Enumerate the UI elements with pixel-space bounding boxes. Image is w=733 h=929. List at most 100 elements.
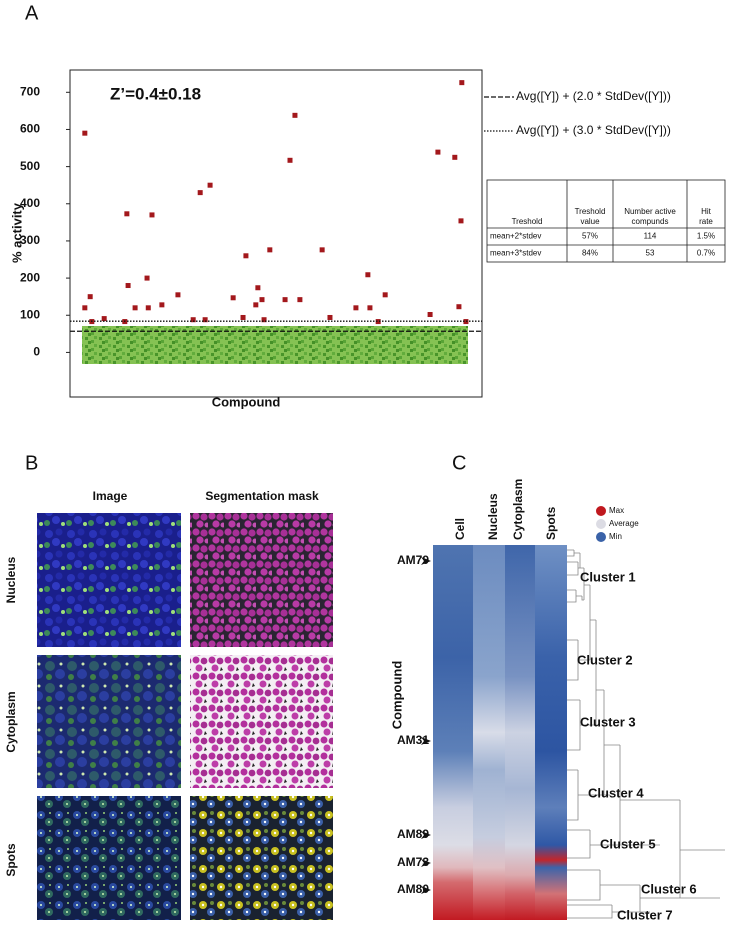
- table-border: [486, 179, 726, 263]
- hit-point: [459, 80, 465, 86]
- legend-label: Average: [609, 519, 639, 528]
- heatmap-column: [433, 545, 473, 920]
- arrow: [421, 557, 431, 565]
- table-header: Number active compunds: [624, 207, 676, 226]
- table-header: Treshold: [512, 217, 543, 226]
- cluster-label: Cluster 3: [580, 714, 636, 729]
- hit-point: [452, 154, 458, 160]
- legend-label: Min: [609, 532, 622, 541]
- y-tick-label: 100: [20, 307, 40, 321]
- hit-point: [267, 247, 273, 253]
- column-header: Cytoplasm: [511, 479, 525, 540]
- y-axis-label: % activity: [9, 202, 24, 263]
- plot-frame: [69, 69, 483, 398]
- hit-point: [375, 319, 381, 325]
- column-header: Spots: [544, 506, 558, 540]
- hit-point: [353, 305, 359, 311]
- table-cell: 53: [646, 249, 655, 258]
- y-tick-label: 600: [20, 122, 40, 136]
- hit-point: [230, 295, 236, 301]
- table-cell: 114: [644, 232, 657, 241]
- hit-point: [463, 319, 469, 325]
- hit-point: [456, 304, 462, 310]
- cluster-label: Cluster 6: [641, 881, 697, 896]
- hit-point: [319, 247, 325, 253]
- hit-point: [287, 157, 293, 163]
- y-tick-label: 0: [33, 345, 40, 359]
- hit-point: [427, 312, 433, 318]
- cluster-labels: Cluster 1 Cluster 2 Cluster 3 Cluster 4 Clus…: [577, 569, 697, 922]
- hit-point: [124, 211, 130, 217]
- micrograph: [37, 796, 181, 920]
- hit-point: [207, 182, 213, 188]
- hit-point: [190, 317, 196, 323]
- y-tick-label: 400: [20, 196, 40, 210]
- heatmap-column: [535, 545, 567, 920]
- arrow: [421, 737, 431, 745]
- hit-point: [87, 294, 93, 300]
- cluster-label: Cluster 4: [588, 785, 644, 800]
- hit-point: [82, 305, 88, 311]
- hit-point: [132, 305, 138, 311]
- compound-label: AM73: [397, 855, 429, 869]
- micrograph: [37, 513, 181, 647]
- row-header: Cytoplasm: [4, 691, 18, 752]
- dendrogram: [567, 549, 725, 919]
- segmentation-mask: [190, 655, 333, 788]
- panel-label: A: [25, 2, 39, 24]
- compound-label: AM89: [397, 827, 429, 841]
- hit-point: [367, 305, 373, 311]
- panel-label: C: [452, 452, 466, 474]
- row-header: Spots: [4, 843, 18, 877]
- hit-point: [240, 314, 246, 320]
- hit-point: [253, 302, 259, 308]
- row-header: Nucleus: [4, 556, 18, 603]
- hit-point: [202, 317, 208, 323]
- x-axis-label: Compound: [212, 394, 281, 409]
- hit-point: [435, 149, 441, 155]
- hit-point: [458, 218, 464, 224]
- legend-label: Max: [609, 506, 624, 515]
- hit-point: [255, 285, 261, 291]
- hit-point: [149, 212, 155, 218]
- annotation: Z’=0.4±0.18: [110, 84, 201, 103]
- plot-area: [66, 80, 482, 364]
- legend-swatch: [596, 519, 606, 529]
- table: Treshold Treshold value Number active compun…: [486, 179, 726, 263]
- segmentation-mask: [190, 513, 333, 647]
- hit-point: [327, 314, 333, 320]
- hit-point: [382, 292, 388, 298]
- cluster-label: Cluster 5: [600, 836, 656, 851]
- table-cell: mean+2*stdev: [490, 232, 541, 241]
- hit-point: [365, 272, 371, 278]
- hit-point: [144, 275, 150, 281]
- heatmap-column: [505, 545, 535, 920]
- column-header: Segmentation mask: [205, 489, 319, 503]
- table-cell: 57%: [582, 232, 598, 241]
- panel-label: B: [25, 452, 38, 474]
- hit-point: [159, 302, 165, 308]
- inactive-band: [82, 326, 468, 364]
- y-tick-label: 300: [20, 233, 40, 247]
- legend-swatch: [596, 532, 606, 542]
- threshold-label: Avg([Y]) + (2.0 * StdDev([Y])): [516, 89, 671, 103]
- compound-label: AM31: [397, 733, 429, 747]
- table-header: Treshold value: [575, 207, 606, 226]
- column-header: Nucleus: [486, 493, 500, 540]
- hit-point: [282, 297, 288, 303]
- arrow: [421, 831, 431, 839]
- column-header: Image: [93, 489, 128, 503]
- table-cell: 0.7%: [697, 249, 715, 258]
- cluster-label: Cluster 2: [577, 652, 633, 667]
- table-cell: mean+3*stdev: [490, 249, 541, 258]
- row-title: Compound: [389, 661, 404, 730]
- legend-swatch: [596, 506, 606, 516]
- compound-label: AM80: [397, 882, 429, 896]
- hit-point: [101, 316, 107, 322]
- hit-point: [261, 317, 267, 323]
- hit-point: [145, 305, 151, 311]
- table-header: Hit rate: [699, 207, 713, 226]
- compound-labels: AM79 AM31 AM89 AM73 AM80: [397, 553, 431, 896]
